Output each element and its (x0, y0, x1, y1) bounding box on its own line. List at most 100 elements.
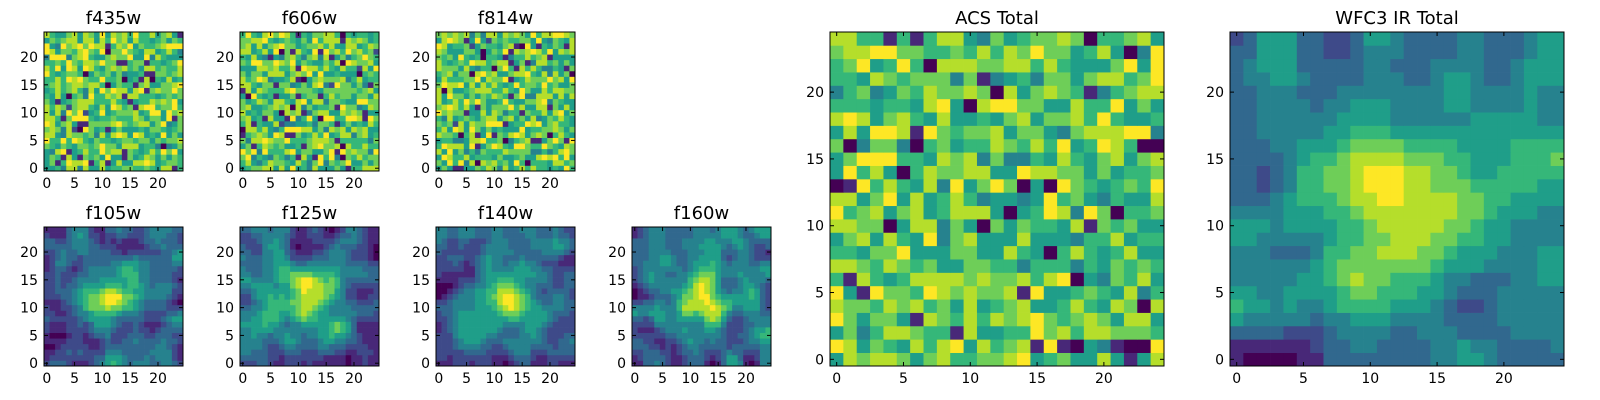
heatmap-cell (936, 152, 951, 166)
heatmap-cell (558, 232, 565, 239)
heatmap-cell (312, 260, 319, 267)
heatmap-cell (171, 98, 178, 105)
heatmap-cell (328, 288, 335, 295)
heatmap-cell (105, 260, 112, 267)
heatmap-cell (284, 321, 291, 328)
heatmap-cell (373, 148, 380, 155)
heatmap-cell (138, 288, 145, 295)
heatmap-cell (1097, 272, 1111, 287)
heatmap-cell (116, 338, 123, 345)
heatmap-cell (1150, 285, 1165, 300)
heatmap-cell (116, 87, 123, 94)
heatmap-cell (670, 299, 677, 306)
heatmap-cell (60, 249, 67, 256)
heatmap-cell (936, 205, 951, 220)
y-tick-label: 15 (608, 273, 626, 289)
heatmap-cell (547, 43, 554, 50)
heatmap-cell (732, 254, 738, 261)
heatmap-cell (524, 148, 531, 155)
x-tick-label: 15 (513, 371, 531, 387)
heatmap-cell (536, 37, 542, 44)
heatmap-cell (950, 299, 964, 313)
heatmap-cell (726, 293, 733, 300)
heatmap-cell (44, 349, 50, 356)
heatmap-cell (513, 154, 520, 161)
heatmap-cell (306, 343, 313, 350)
heatmap-cell (356, 249, 363, 256)
heatmap-cell (726, 304, 733, 311)
heatmap-cell (77, 70, 84, 77)
heatmap-cell (373, 87, 380, 94)
heatmap-cell (312, 59, 319, 66)
heatmap-cell (732, 232, 738, 239)
heatmap-cell (356, 37, 363, 44)
heatmap-cell (743, 249, 750, 256)
heatmap-cell (519, 93, 526, 100)
heatmap-cell (682, 321, 688, 328)
heatmap-cell (256, 299, 263, 306)
heatmap-cell (367, 148, 374, 155)
heatmap-cell (334, 338, 341, 345)
heatmap-cell (301, 332, 308, 339)
heatmap-cell (963, 245, 978, 260)
heatmap-cell (558, 87, 565, 94)
heatmap-cell (759, 271, 766, 278)
heatmap-cell (82, 159, 89, 166)
heatmap-cell (536, 98, 542, 105)
heatmap-cell (458, 87, 465, 94)
heatmap-cell (144, 338, 150, 345)
heatmap-cell (306, 349, 313, 356)
heatmap-cell (524, 143, 531, 150)
heatmap-cell (569, 271, 576, 278)
heatmap-cell (278, 271, 285, 278)
heatmap-cell (88, 321, 95, 328)
heatmap-cell (317, 43, 324, 50)
heatmap-cell (82, 332, 89, 339)
heatmap-cell (536, 227, 542, 233)
heatmap-cell (132, 82, 139, 88)
heatmap-cell (240, 43, 246, 50)
heatmap-cell (469, 304, 476, 311)
heatmap-cell (458, 109, 465, 116)
heatmap-cell (536, 70, 542, 77)
heatmap-cell (356, 137, 363, 144)
heatmap-cell (491, 260, 498, 267)
heatmap-cell (648, 315, 655, 322)
heatmap-cell (715, 271, 722, 278)
heatmap-cell (513, 109, 520, 116)
heatmap-cell (1070, 232, 1085, 247)
heatmap-cell (474, 70, 481, 77)
heatmap-cell (144, 54, 150, 61)
heatmap-cell (345, 260, 352, 267)
heatmap-cell (524, 120, 531, 127)
heatmap-cell (340, 254, 346, 261)
heatmap-cell (105, 271, 112, 278)
heatmap-cell (682, 260, 688, 267)
heatmap-cell (295, 76, 302, 83)
heatmap-cell (60, 48, 67, 55)
heatmap-cell (295, 243, 302, 250)
heatmap-cell (519, 249, 526, 256)
heatmap-cell (116, 299, 123, 306)
heatmap-cell (910, 259, 924, 273)
heatmap-cell (177, 37, 184, 44)
heatmap-cell (687, 293, 694, 300)
heatmap-cell (1083, 245, 1098, 260)
heatmap-cell (1030, 192, 1045, 207)
heatmap-cell (843, 312, 858, 327)
heatmap-cell (110, 282, 117, 289)
heatmap-cell (116, 59, 123, 66)
heatmap-cell (693, 327, 700, 333)
heatmap-cell (715, 265, 722, 272)
heatmap-cell (166, 254, 173, 261)
heatmap-cell (99, 338, 106, 345)
heatmap-cell (676, 238, 683, 245)
heatmap-cell (345, 76, 352, 83)
heatmap-cell (950, 205, 964, 220)
heatmap-cell (665, 277, 672, 283)
heatmap-cell (923, 219, 938, 233)
heatmap-cell (563, 115, 570, 122)
heatmap-cell (132, 260, 139, 267)
heatmap-cell (530, 43, 537, 50)
x-tick-label: 10 (485, 176, 503, 192)
